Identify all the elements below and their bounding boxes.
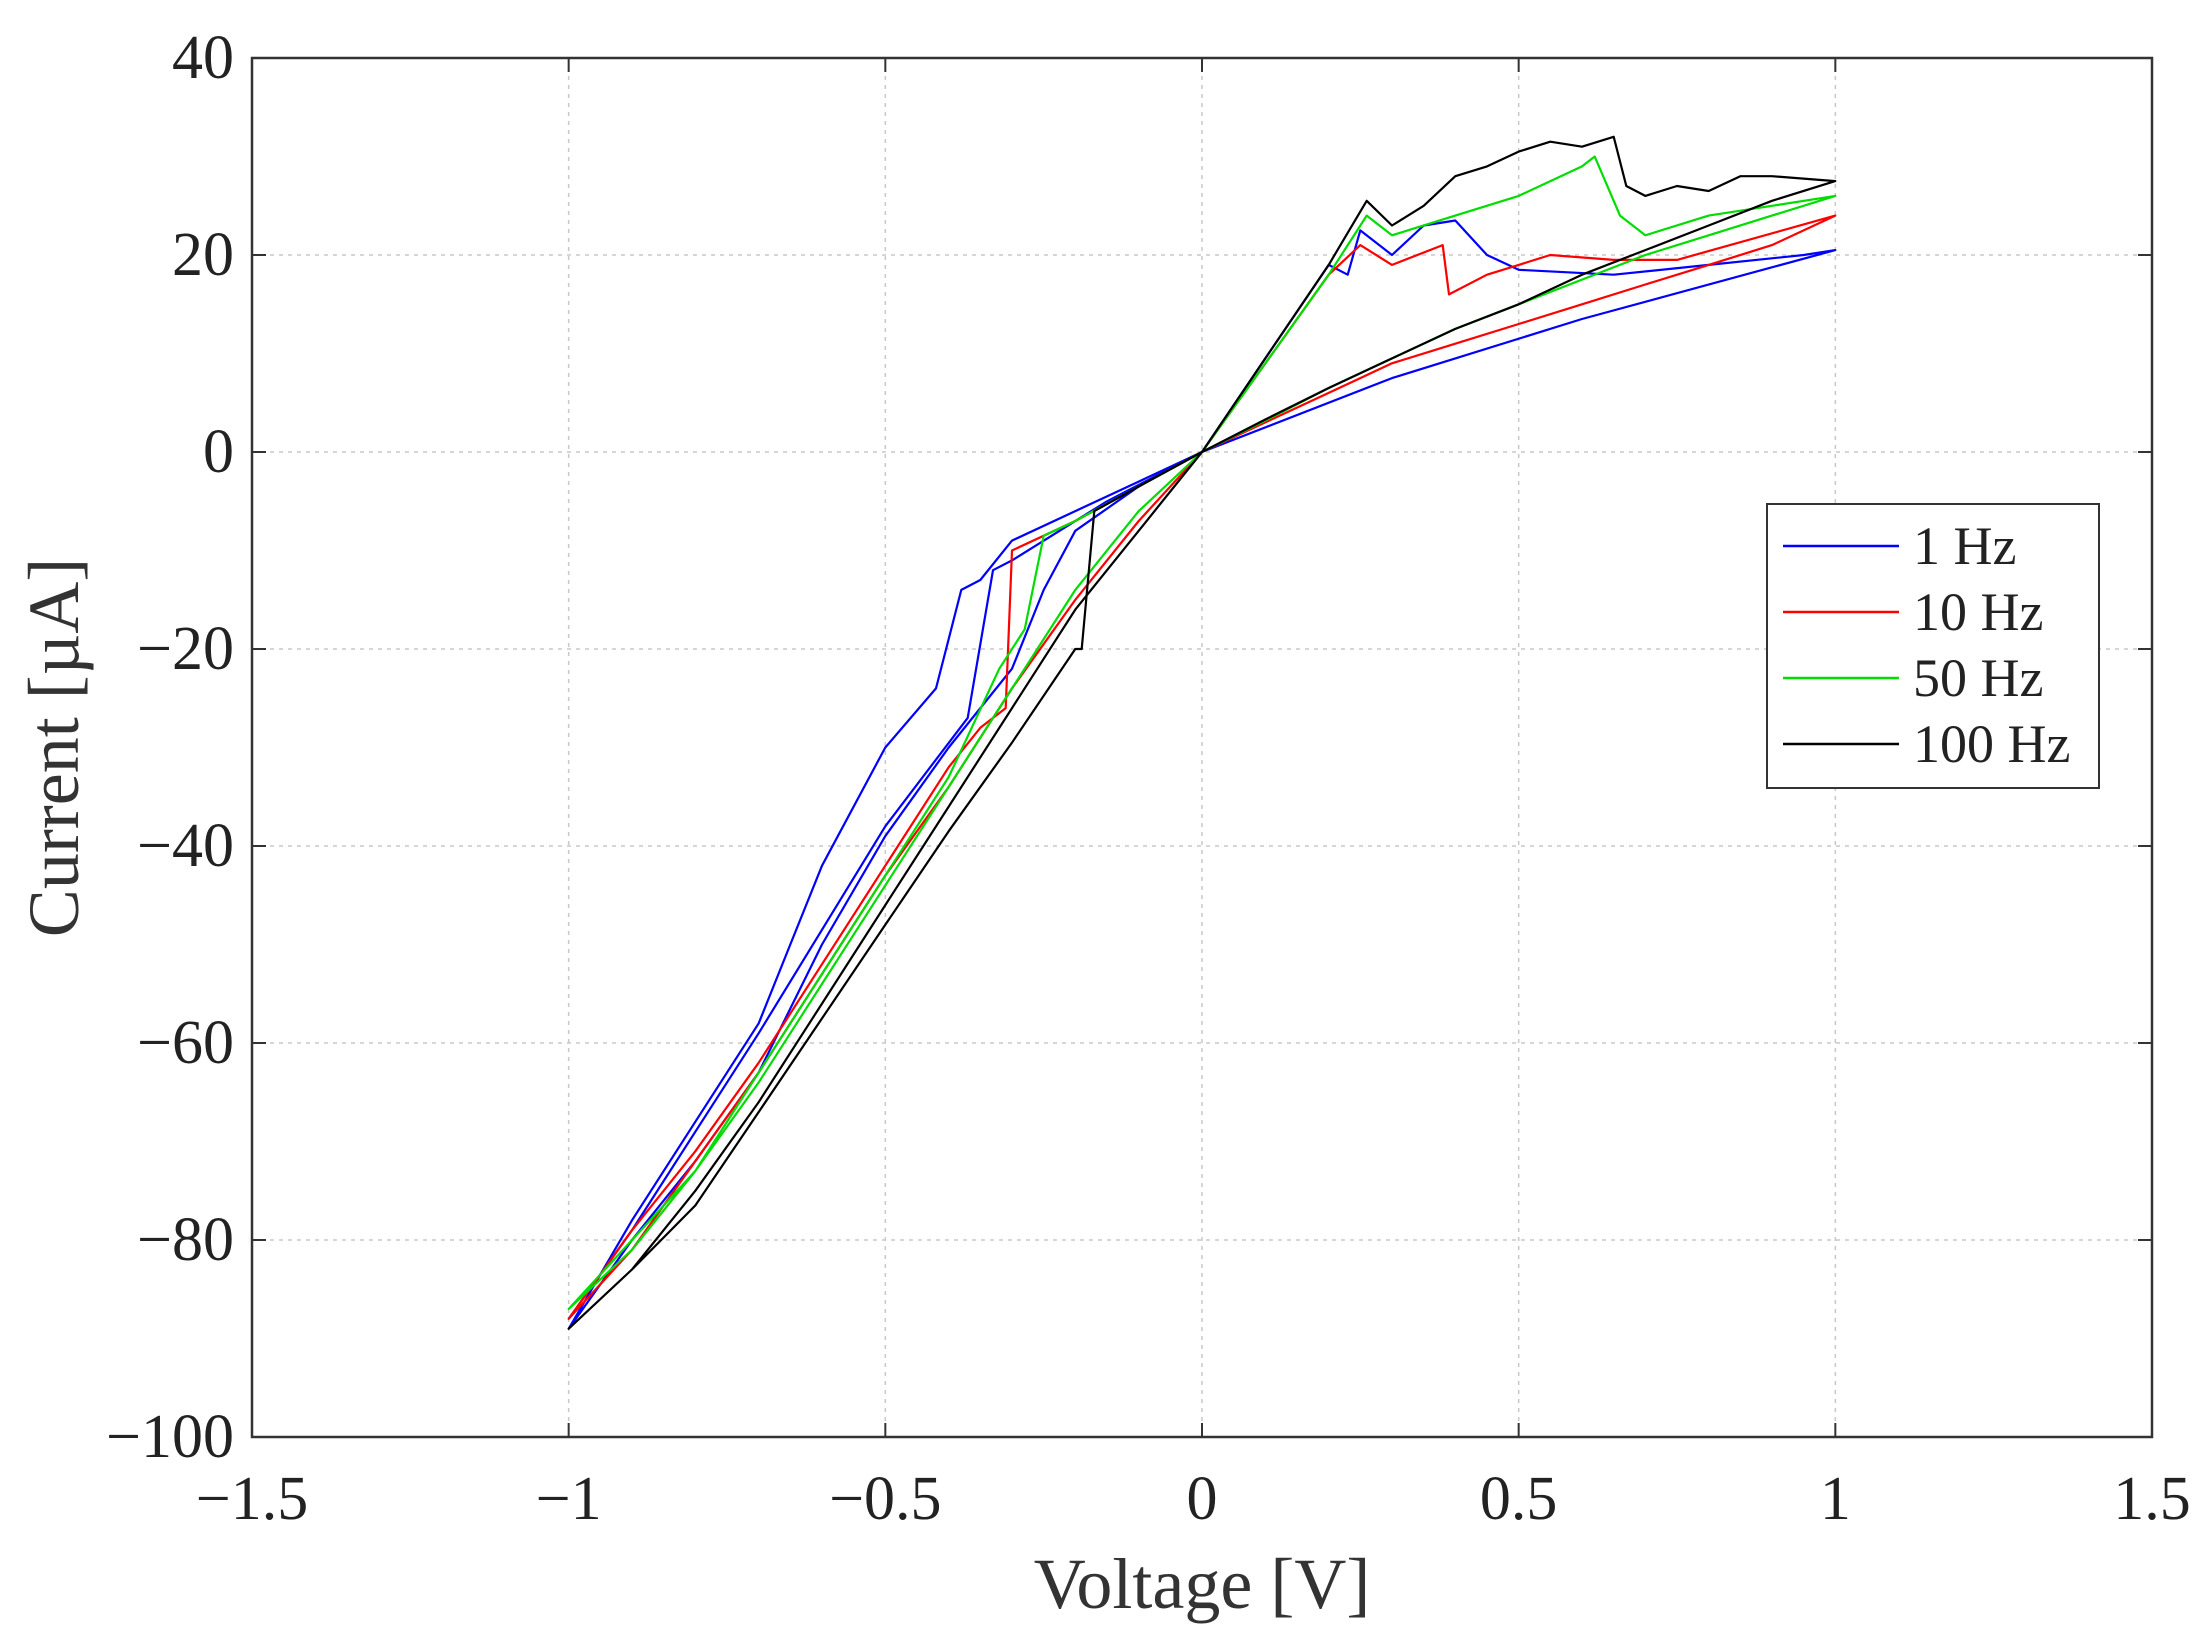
series-trace (567, 451, 1203, 1311)
y-tick-label: 0 (203, 418, 234, 486)
x-tick-label: 1.5 (2113, 1465, 2191, 1533)
series-trace (567, 451, 1203, 1330)
y-axis-label: Current [µA] (14, 558, 94, 937)
legend-label: 100 Hz (1913, 714, 2070, 774)
series-trace (1201, 214, 1837, 453)
legend-label: 10 Hz (1913, 582, 2043, 642)
series-trace (567, 451, 1203, 1330)
x-tick-label: −0.5 (829, 1465, 941, 1533)
x-tick-label: −1.5 (196, 1465, 308, 1533)
y-tick-label: −60 (137, 1009, 234, 1077)
y-tick-label: −40 (137, 812, 234, 880)
x-axis-label: Voltage [V] (1034, 1544, 1371, 1624)
series-trace (1201, 219, 1837, 454)
axis-ticks: −1.5 −1 −0.5 0 0.5 1 1.5 −100 −80 −60 −40 −20 0 20 40 (106, 24, 2191, 1533)
y-tick-label: 20 (172, 221, 234, 289)
y-tick-label: −80 (137, 1206, 234, 1274)
x-tick-label: 0.5 (1480, 1465, 1558, 1533)
series-trace (1201, 135, 1837, 453)
plot-area (567, 135, 1837, 1330)
legend-box (1766, 503, 2100, 789)
y-tick-label: 40 (172, 24, 234, 92)
y-tick-label: −20 (137, 615, 234, 683)
x-tick-label: −1 (536, 1465, 602, 1533)
x-tick-label: 1 (1820, 1465, 1851, 1533)
x-tick-label: 0 (1187, 1465, 1218, 1533)
legend-label: 50 Hz (1913, 648, 2043, 708)
legend-label: 1 Hz (1913, 516, 2016, 576)
y-tick-label: −100 (106, 1403, 234, 1471)
series-100-hz (567, 135, 1837, 1330)
